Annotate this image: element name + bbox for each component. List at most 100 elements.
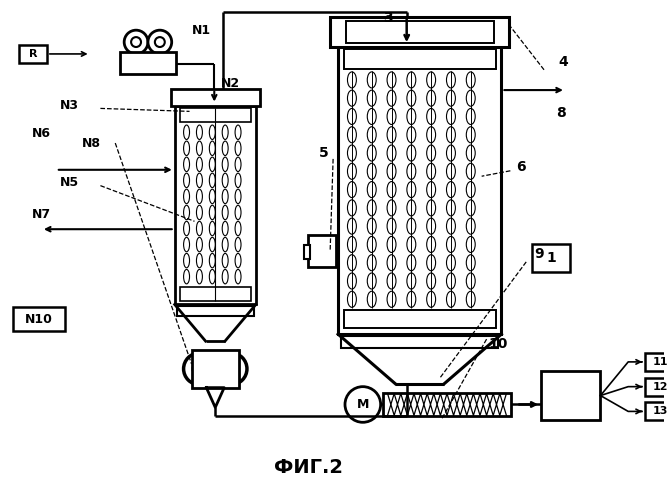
Ellipse shape [235, 157, 241, 172]
Text: ФИГ.2: ФИГ.2 [274, 458, 343, 477]
Ellipse shape [427, 72, 436, 88]
Ellipse shape [183, 189, 189, 204]
Ellipse shape [347, 164, 357, 180]
Ellipse shape [347, 200, 357, 216]
Ellipse shape [387, 182, 396, 198]
Ellipse shape [209, 157, 215, 172]
Ellipse shape [446, 90, 456, 106]
Ellipse shape [183, 206, 189, 220]
Ellipse shape [235, 125, 241, 140]
Ellipse shape [407, 145, 416, 161]
Ellipse shape [407, 164, 416, 180]
Ellipse shape [427, 291, 436, 308]
Ellipse shape [466, 90, 475, 106]
Ellipse shape [235, 206, 241, 220]
Ellipse shape [466, 218, 475, 234]
Ellipse shape [446, 254, 456, 271]
Ellipse shape [197, 189, 203, 204]
Ellipse shape [446, 182, 456, 198]
Ellipse shape [209, 222, 215, 235]
Ellipse shape [235, 141, 241, 156]
Ellipse shape [183, 141, 189, 156]
Ellipse shape [427, 145, 436, 161]
Bar [177, 306, 254, 316]
Ellipse shape [183, 222, 189, 235]
Ellipse shape [446, 145, 456, 161]
Circle shape [155, 37, 165, 47]
Ellipse shape [466, 291, 475, 308]
Ellipse shape [466, 145, 475, 161]
Ellipse shape [387, 254, 396, 271]
Ellipse shape [347, 291, 357, 308]
Ellipse shape [209, 189, 215, 204]
Ellipse shape [222, 173, 228, 188]
Text: 12: 12 [653, 382, 668, 392]
Ellipse shape [407, 291, 416, 308]
Ellipse shape [183, 125, 189, 140]
Ellipse shape [407, 218, 416, 234]
Text: N2: N2 [221, 77, 240, 90]
Circle shape [148, 30, 172, 54]
Ellipse shape [222, 238, 228, 252]
Ellipse shape [387, 200, 396, 216]
Ellipse shape [367, 90, 376, 106]
Text: N8: N8 [82, 136, 100, 149]
Ellipse shape [446, 236, 456, 252]
Ellipse shape [197, 222, 203, 235]
Ellipse shape [222, 254, 228, 268]
Ellipse shape [446, 72, 456, 88]
Ellipse shape [183, 270, 189, 284]
Ellipse shape [235, 222, 241, 235]
Bar [645, 378, 669, 396]
Ellipse shape [387, 164, 396, 180]
Ellipse shape [407, 254, 416, 271]
Text: 13: 13 [653, 406, 668, 416]
Ellipse shape [222, 206, 228, 220]
Text: N10: N10 [25, 313, 53, 326]
Ellipse shape [347, 108, 357, 124]
Text: M: M [357, 398, 369, 411]
Ellipse shape [427, 218, 436, 234]
Ellipse shape [387, 236, 396, 252]
Ellipse shape [347, 218, 357, 234]
Ellipse shape [197, 141, 203, 156]
Ellipse shape [407, 273, 416, 289]
Bar [645, 402, 669, 420]
Ellipse shape [222, 189, 228, 204]
Ellipse shape [235, 189, 241, 204]
Ellipse shape [427, 200, 436, 216]
Ellipse shape [446, 164, 456, 180]
Ellipse shape [427, 182, 436, 198]
Ellipse shape [367, 108, 376, 124]
Bar [175, 106, 256, 304]
Ellipse shape [222, 270, 228, 284]
Circle shape [224, 362, 238, 376]
Ellipse shape [209, 270, 215, 284]
Text: 1: 1 [546, 251, 556, 265]
Ellipse shape [427, 273, 436, 289]
Ellipse shape [466, 200, 475, 216]
Bar [541, 371, 601, 420]
Ellipse shape [446, 126, 456, 143]
Bar [304, 245, 310, 259]
Ellipse shape [209, 238, 215, 252]
Ellipse shape [367, 254, 376, 271]
Circle shape [345, 386, 381, 422]
Ellipse shape [209, 254, 215, 268]
Circle shape [131, 37, 141, 47]
Bar [308, 235, 336, 267]
Ellipse shape [367, 200, 376, 216]
Ellipse shape [446, 273, 456, 289]
Ellipse shape [407, 126, 416, 143]
Ellipse shape [183, 254, 189, 268]
Bar [330, 18, 509, 47]
Ellipse shape [427, 108, 436, 124]
Ellipse shape [347, 236, 357, 252]
Ellipse shape [367, 218, 376, 234]
Bar [344, 310, 496, 328]
Ellipse shape [407, 108, 416, 124]
Ellipse shape [466, 108, 475, 124]
Ellipse shape [367, 145, 376, 161]
Ellipse shape [427, 254, 436, 271]
Bar [180, 108, 251, 122]
